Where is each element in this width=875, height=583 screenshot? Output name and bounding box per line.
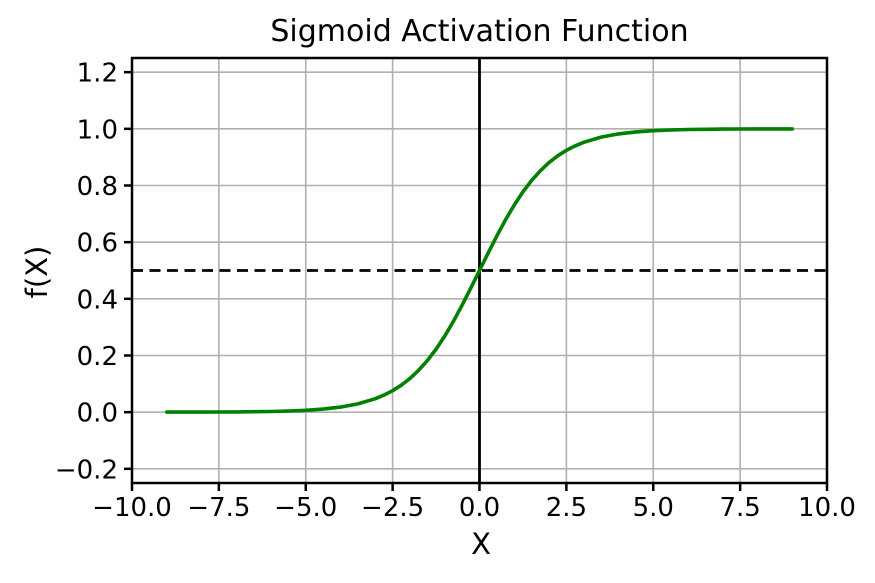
sigmoid-curve [165, 127, 795, 414]
y-axis-label: f(X) [20, 246, 54, 299]
y-tick-label: 1.2 [77, 59, 118, 89]
x-tick-label: −2.5 [361, 493, 424, 523]
x-tick-label: −10.0 [92, 493, 172, 523]
x-tick-label: 7.5 [719, 493, 760, 523]
y-tick-label: 0.6 [77, 229, 118, 259]
y-tick-label: 1.0 [77, 115, 118, 145]
y-tick-label: 0.0 [77, 399, 118, 429]
y-tick-label: 0.4 [77, 285, 118, 315]
x-tick-label: 0.0 [459, 493, 500, 523]
x-tick-label: 2.5 [546, 493, 587, 523]
y-tick-label: 0.2 [77, 342, 118, 372]
x-tick-label: 10.0 [798, 493, 856, 523]
y-tick-label: 0.8 [77, 172, 118, 202]
x-tick-label: −5.0 [274, 493, 337, 523]
x-tick-label: −7.5 [187, 493, 250, 523]
curve-layer [165, 127, 795, 414]
x-tick-label: 5.0 [633, 493, 674, 523]
chart-title: Sigmoid Activation Function [270, 14, 688, 49]
labels-layer: Sigmoid Activation Function X f(X) [20, 14, 689, 561]
x-axis-label: X [471, 527, 491, 561]
y-tick-label: −0.2 [55, 455, 118, 485]
axes-layer: −10.0 −7.5 −5.0 −2.5 0.0 2.5 5.0 7.5 10.0 −0.2 0.0… [55, 56, 856, 523]
